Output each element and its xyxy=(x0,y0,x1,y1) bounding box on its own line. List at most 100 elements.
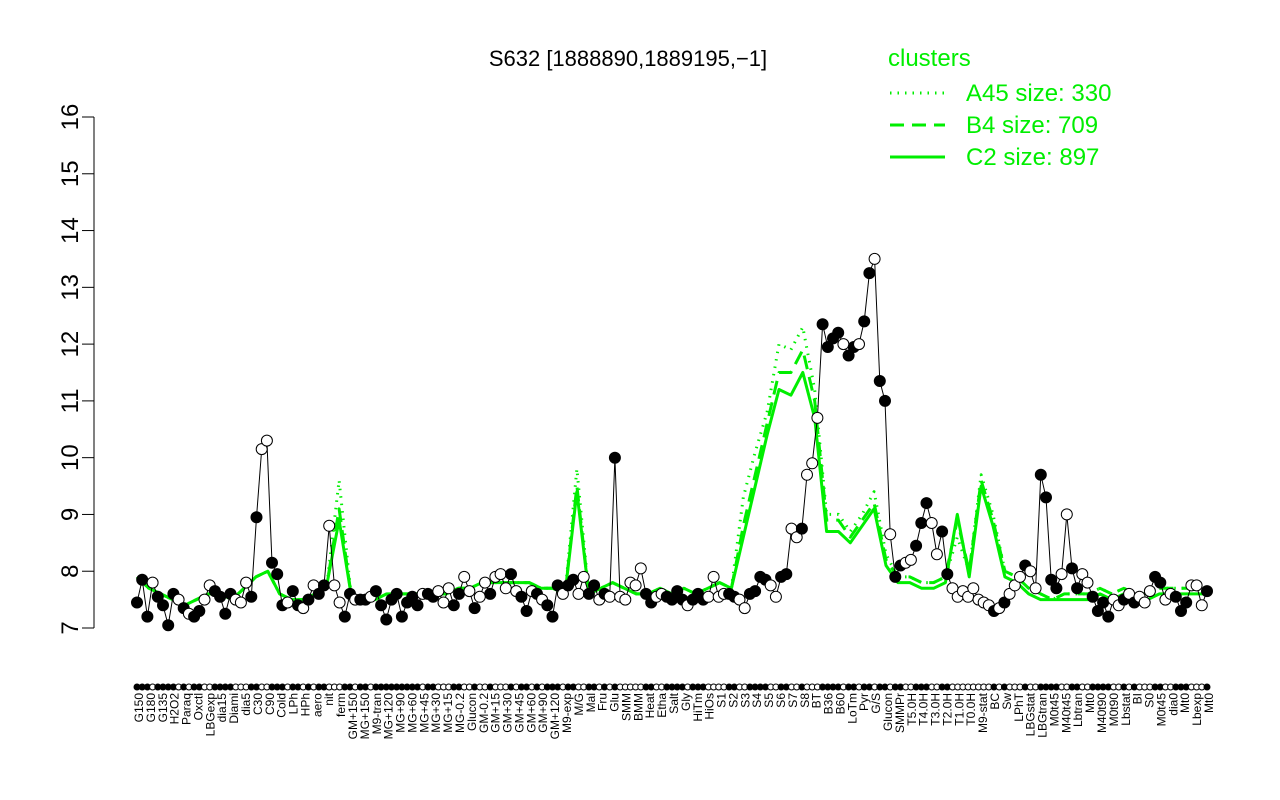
data-point xyxy=(1014,570,1026,583)
x-tick-label: G150 xyxy=(132,693,146,723)
x-tick-label: BMM xyxy=(631,693,645,721)
x-tick-label: dia0 xyxy=(1166,693,1180,716)
x-tick-label: HPh xyxy=(298,693,312,716)
data-point xyxy=(967,582,980,595)
data-point xyxy=(572,587,585,600)
x-tick-label: dia5 xyxy=(239,693,253,716)
x-tick-label: Salt xyxy=(667,692,681,713)
data-point xyxy=(318,579,330,592)
data-point xyxy=(479,576,491,589)
data-point xyxy=(634,562,647,575)
x-tick-label: G180 xyxy=(144,693,158,723)
x-tick-label: GM+45 xyxy=(512,693,526,733)
data-point xyxy=(1138,596,1151,609)
y-axis: 7 8 9 10 11 12 13 14 15 16 xyxy=(57,104,95,635)
data-point xyxy=(1091,605,1104,617)
data-point xyxy=(1040,491,1052,504)
data-point xyxy=(245,590,258,603)
data-point xyxy=(1169,590,1182,603)
data-point xyxy=(1045,573,1058,586)
x-tick-label: T4.0H xyxy=(917,693,931,726)
data-point xyxy=(904,553,917,566)
data-point xyxy=(1050,582,1063,595)
x-tick-label: M9-tran xyxy=(370,693,384,734)
x-tick-label: LBGexp xyxy=(203,693,217,737)
y-tick-label: 15 xyxy=(57,160,84,187)
x-tick-label: S6 xyxy=(774,693,788,708)
x-tick-label: SMM xyxy=(619,693,633,721)
x-tick-label: M9-exp xyxy=(560,693,574,733)
data-point xyxy=(588,579,601,592)
x-tick-label: S0 xyxy=(1143,693,1157,708)
data-point xyxy=(733,593,746,606)
data-point xyxy=(738,602,751,615)
series-line-1 xyxy=(135,348,1207,607)
x-tick-label: S2 xyxy=(726,693,740,708)
x-tick-label: Glucon xyxy=(465,693,479,731)
data-point xyxy=(998,596,1011,609)
data-point xyxy=(1097,596,1110,609)
data-point xyxy=(250,511,263,524)
data-point xyxy=(328,579,341,592)
x-tick-label: Mt0 xyxy=(1202,693,1216,713)
x-tick-label: MG+30 xyxy=(429,693,443,733)
data-point xyxy=(941,568,954,581)
x-tick-label: MG+90 xyxy=(394,693,408,733)
data-point xyxy=(1003,587,1016,600)
data-point xyxy=(494,568,507,581)
data-point xyxy=(858,315,871,328)
data-point xyxy=(702,590,715,603)
data-point xyxy=(380,613,393,626)
x-tick-label: B60 xyxy=(833,693,847,715)
data-point xyxy=(255,443,268,456)
data-point xyxy=(151,590,164,603)
x-tick-label: Fru xyxy=(596,693,610,711)
data-point xyxy=(463,585,476,598)
data-point xyxy=(821,341,834,353)
series-line-0 xyxy=(135,325,1207,607)
data-point xyxy=(707,570,720,583)
data-point xyxy=(499,582,512,595)
x-tick-label: Heat xyxy=(643,692,657,718)
x-tick-label: C90 xyxy=(263,693,277,715)
data-point xyxy=(286,585,299,598)
y-tick-label: 12 xyxy=(57,331,84,358)
x-tick-label: BI xyxy=(1131,693,1145,704)
series-line-2 xyxy=(135,371,1207,607)
x-tick-label: SMMPr xyxy=(893,693,907,733)
data-point xyxy=(395,610,408,623)
legend-title: clusters xyxy=(888,45,971,72)
data-point xyxy=(868,252,881,265)
data-point xyxy=(1024,565,1037,578)
data-point xyxy=(146,576,159,589)
x-tick-label: Gly xyxy=(679,693,693,711)
data-point xyxy=(915,517,928,529)
x-tick-label: GM-0.2 xyxy=(477,693,491,733)
data-point xyxy=(369,585,382,598)
data-point xyxy=(375,599,388,612)
data-point xyxy=(157,599,169,612)
y-tick-label: 9 xyxy=(57,508,84,521)
data-point xyxy=(214,590,227,603)
x-tick-label: Pyr xyxy=(857,693,871,711)
data-point xyxy=(1086,590,1099,603)
data-point xyxy=(338,610,351,623)
data-point xyxy=(619,593,632,606)
data-point xyxy=(769,590,782,603)
x-tick-label: MG+45 xyxy=(417,693,431,733)
x-tick-label: HiTm xyxy=(691,693,705,722)
x-rug xyxy=(133,683,1211,691)
y-tick-label: 10 xyxy=(57,444,84,471)
data-point xyxy=(1071,582,1084,595)
x-tick-label: M/G xyxy=(572,693,586,716)
data-point xyxy=(790,531,803,544)
data-point xyxy=(925,517,938,529)
data-point xyxy=(1076,568,1089,581)
x-tick-label: MG-0.2 xyxy=(453,693,467,733)
data-point xyxy=(930,548,943,561)
y-tick-label: 13 xyxy=(57,274,84,301)
data-point xyxy=(312,587,325,600)
data-point xyxy=(333,596,346,609)
data-point xyxy=(889,570,902,583)
x-tick-label: Oxctl xyxy=(191,693,205,720)
